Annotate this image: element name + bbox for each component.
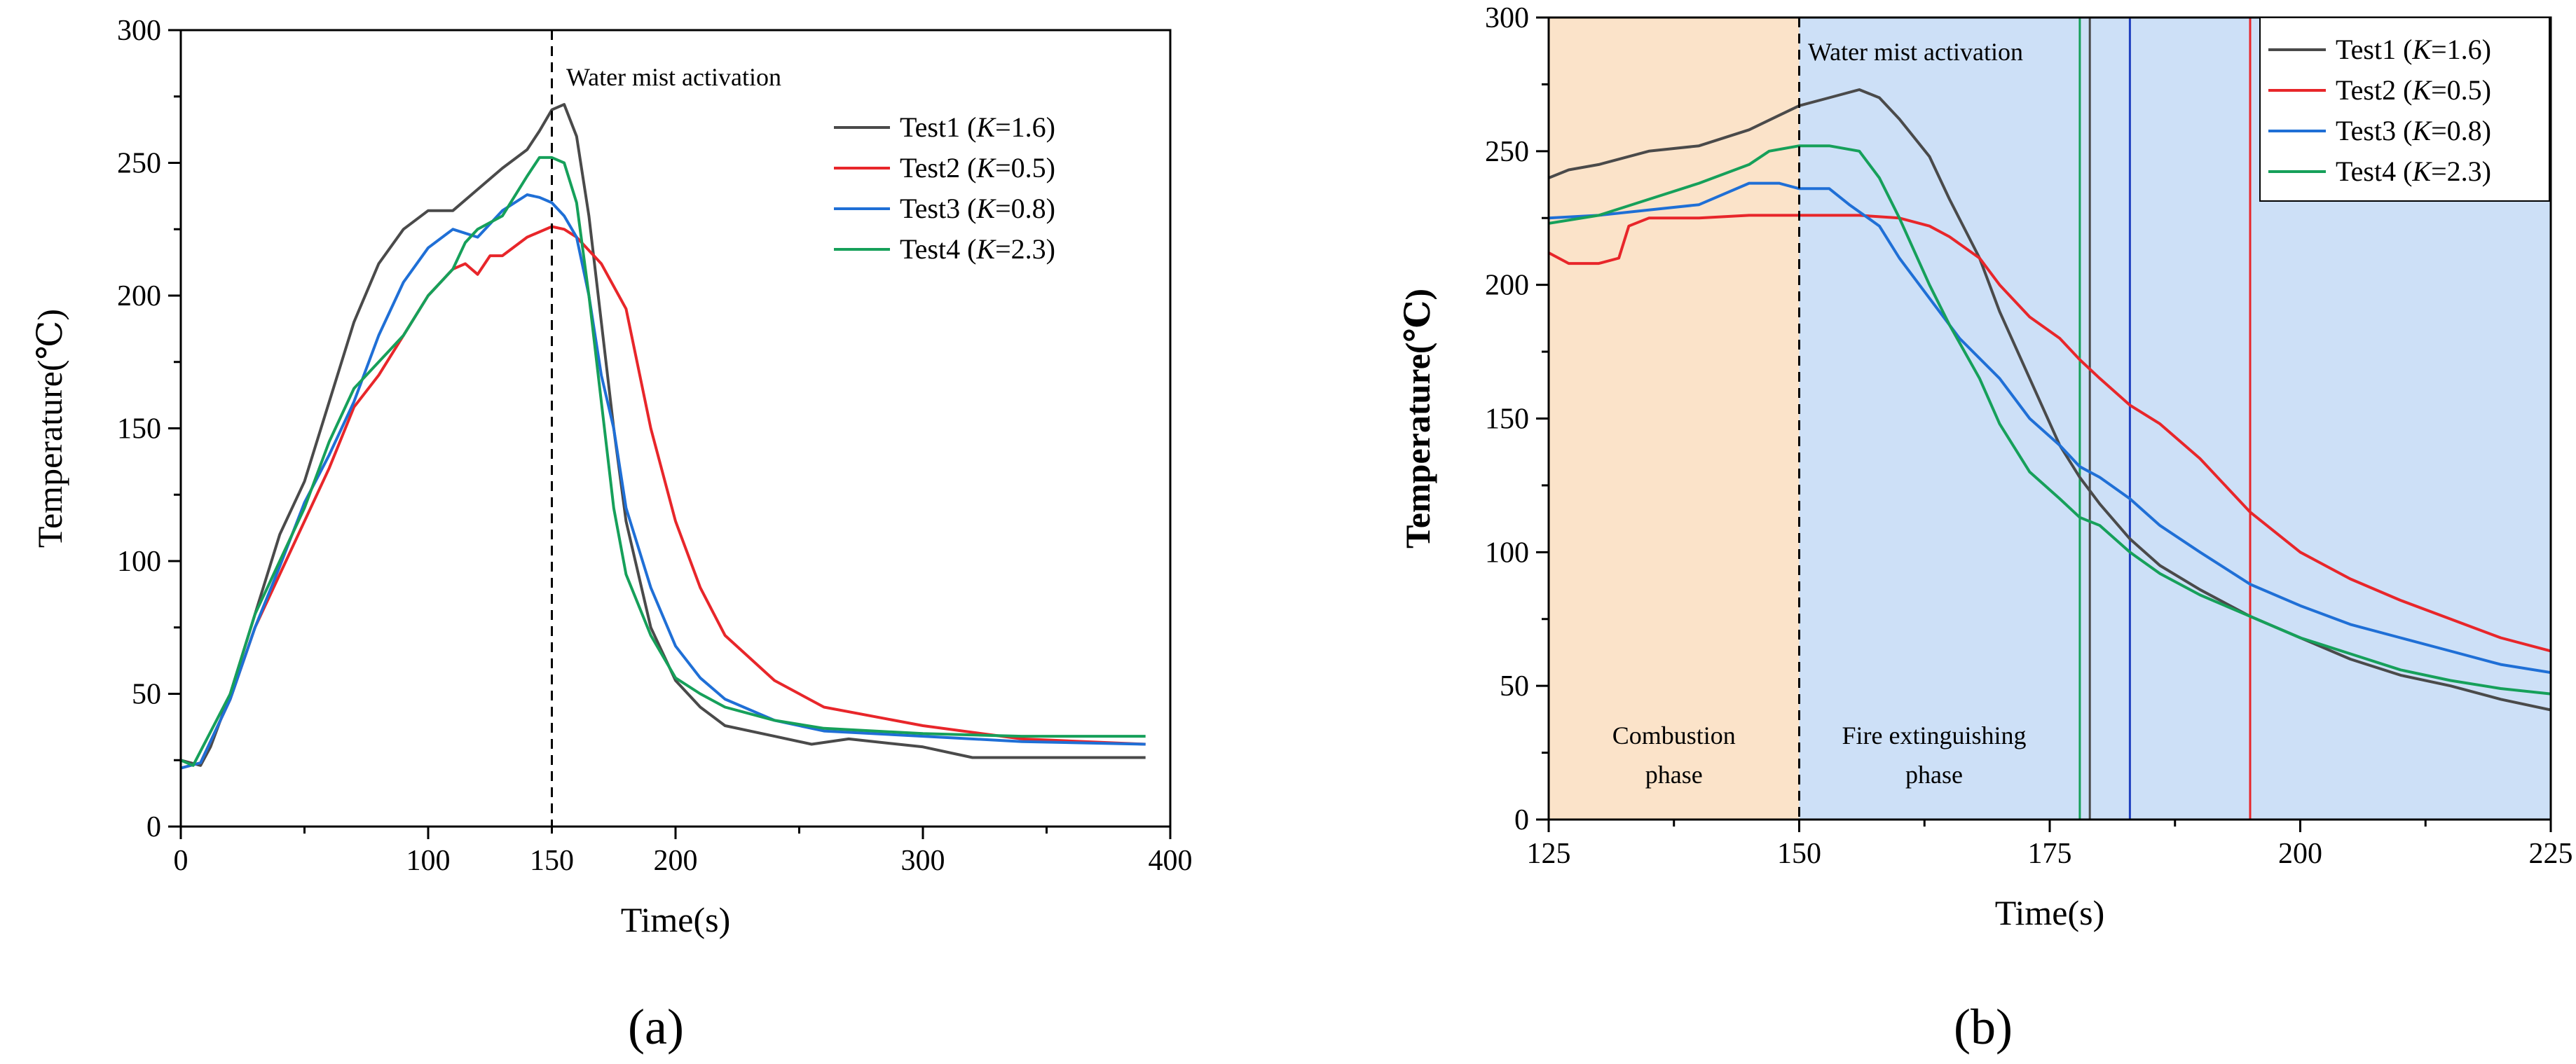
legend-label-prefix: Test1 ( [900, 111, 976, 143]
panel-label: (a) [628, 999, 684, 1055]
x-tick-label: 400 [1149, 845, 1193, 877]
legend-label-test4: Test4 (K=2.3) [900, 233, 1055, 265]
series-line-test1 [181, 103, 1146, 767]
legend-label-suffix: =2.3) [995, 233, 1055, 265]
phase-label: Fire extinguishing [1842, 721, 2027, 749]
legend-label-suffix: =0.5) [2431, 74, 2491, 106]
y-tick-label: 0 [1514, 804, 1529, 836]
y-tick-label: 0 [146, 811, 161, 843]
legend-label-prefix: Test3 ( [900, 193, 976, 224]
phase-region [1549, 18, 1800, 820]
y-tick-label: 50 [1500, 670, 1529, 703]
legend-label-k: K [2411, 115, 2432, 146]
legend-label-prefix: Test1 ( [2336, 34, 2412, 65]
legend-label-k: K [2411, 74, 2432, 106]
legend-label-k: K [975, 193, 996, 224]
legend-label-test1: Test1 (K=1.6) [2336, 34, 2491, 65]
legend-label-suffix: =0.8) [2431, 115, 2491, 146]
legend-label-test3: Test3 (K=0.8) [900, 193, 1055, 224]
series-line-test2 [181, 225, 1146, 770]
y-tick-label: 200 [117, 280, 161, 312]
phase-label: Combustion [1612, 721, 1736, 749]
series-line-test2 [1549, 214, 2551, 653]
y-tick-label: 200 [1485, 270, 1529, 302]
y-tick-label: 250 [1485, 136, 1529, 168]
legend-label-k: K [2411, 34, 2432, 65]
x-tick-label: 200 [2278, 838, 2322, 870]
x-tick-label-highlight: 150 [530, 845, 574, 877]
legend-label-prefix: Test3 ( [2336, 115, 2412, 146]
legend-label-k: K [2411, 156, 2432, 187]
legend-label-test1: Test1 (K=1.6) [900, 111, 1055, 143]
legend-label-k: K [975, 152, 996, 184]
series-line-test4 [1549, 144, 2551, 696]
legend-label-prefix: Test2 ( [2336, 74, 2412, 106]
phase-label: phase [1645, 761, 1703, 789]
legend-label-test2: Test2 (K=0.5) [2336, 74, 2491, 106]
phase-label: phase [1905, 761, 1963, 789]
x-tick-label: 0 [174, 845, 189, 877]
x-tick-label: 225 [2529, 838, 2573, 870]
legend-label-suffix: =1.6) [2431, 34, 2491, 65]
y-tick-label: 100 [1485, 537, 1529, 569]
legend-label-prefix: Test4 ( [900, 233, 976, 265]
x-tick-label-highlight: 150 [1777, 838, 1821, 870]
y-tick-label: 300 [1485, 2, 1529, 34]
activation-annotation: Water mist activation [1808, 38, 2023, 66]
y-tick-label: 300 [117, 15, 161, 47]
y-tick-label: 150 [1485, 403, 1529, 436]
x-tick-label: 300 [901, 845, 945, 877]
legend-label-suffix: =0.8) [995, 193, 1055, 224]
legend-label-suffix: =2.3) [2431, 156, 2491, 187]
x-axis-title: Time(s) [621, 900, 731, 939]
x-tick-label: 200 [654, 845, 698, 877]
legend-label-prefix: Test2 ( [900, 152, 976, 184]
legend-label-suffix: =0.5) [995, 152, 1055, 184]
chart-panel-b: Water mist activation Combustion phase Fire… [1398, 2, 2573, 1055]
series-line-test4 [181, 156, 1146, 767]
legend-label-k: K [975, 111, 996, 143]
x-tick-label: 100 [406, 845, 451, 877]
y-tick-label: 250 [117, 148, 161, 180]
legend-label-test2: Test2 (K=0.5) [900, 152, 1055, 184]
y-tick-label: 50 [132, 679, 161, 711]
legend-label-prefix: Test4 ( [2336, 156, 2412, 187]
legend-label-test4: Test4 (K=2.3) [2336, 156, 2491, 187]
y-tick-label: 150 [117, 413, 161, 445]
y-axis-title: Temperature(℃) [30, 309, 69, 548]
series-line-test3 [1549, 181, 2551, 675]
legend-label-test3: Test3 (K=0.8) [2336, 115, 2491, 146]
legend-label-suffix: =1.6) [995, 111, 1055, 143]
activation-annotation: Water mist activation [566, 63, 781, 91]
series-line-test1 [1549, 88, 2551, 712]
x-tick-label: 175 [2028, 838, 2072, 870]
panel-label: (b) [1954, 999, 2013, 1055]
y-tick-label: 100 [117, 546, 161, 578]
x-axis-title: Time(s) [1995, 893, 2105, 932]
y-axis-title: Temperature(℃) [1398, 289, 1437, 548]
legend-label-k: K [975, 233, 996, 265]
x-tick-label: 125 [1527, 838, 1571, 870]
chart-panel-a: Water mist activation 0 50 100 150 200 250 300 0… [30, 15, 1193, 1055]
